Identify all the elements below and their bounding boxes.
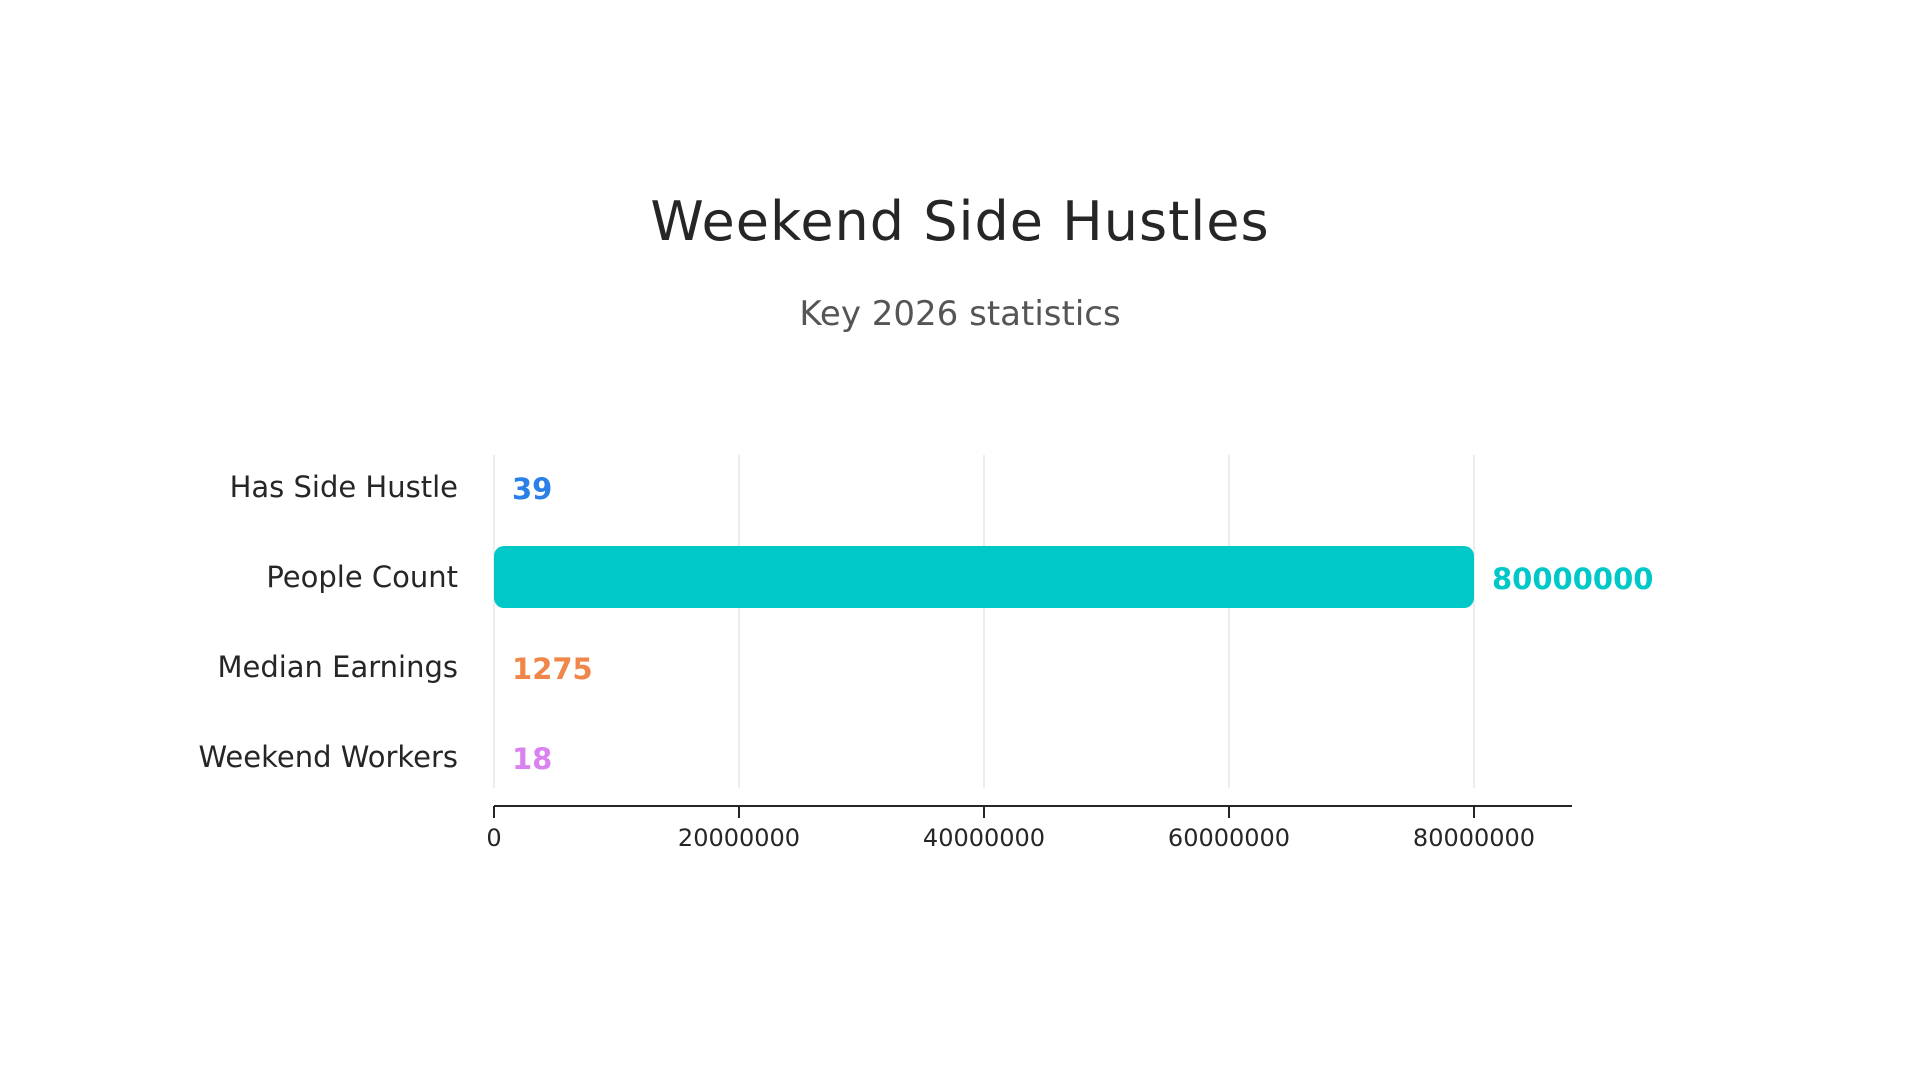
category-label-1: People Count — [266, 560, 458, 594]
value-label-2: 1275 — [512, 652, 593, 686]
x-tick-label-2: 40000000 — [923, 824, 1045, 852]
x-tick-label-3: 60000000 — [1168, 824, 1290, 852]
category-label-layer: Has Side Hustle People Count Median Earnin… — [198, 470, 458, 774]
value-label-layer: 39 80000000 1275 18 — [512, 472, 1653, 776]
grid-layer — [493, 455, 1475, 788]
category-label-3: Weekend Workers — [198, 740, 458, 774]
value-label-0: 39 — [512, 472, 552, 506]
x-tick-label-1: 20000000 — [678, 824, 800, 852]
bar-1 — [494, 546, 1474, 608]
category-label-0: Has Side Hustle — [230, 470, 458, 504]
x-axis: 0 20000000 40000000 60000000 80000000 — [486, 805, 1572, 852]
bar-layer — [494, 456, 1474, 788]
chart-title: Weekend Side Hustles — [650, 190, 1270, 253]
chart-subtitle: Key 2026 statistics — [799, 294, 1121, 334]
category-label-2: Median Earnings — [217, 650, 458, 684]
value-label-1: 80000000 — [1492, 562, 1653, 596]
x-tick-label-0: 0 — [486, 824, 501, 852]
x-tick-label-4: 80000000 — [1413, 824, 1535, 852]
value-label-3: 18 — [512, 742, 552, 776]
